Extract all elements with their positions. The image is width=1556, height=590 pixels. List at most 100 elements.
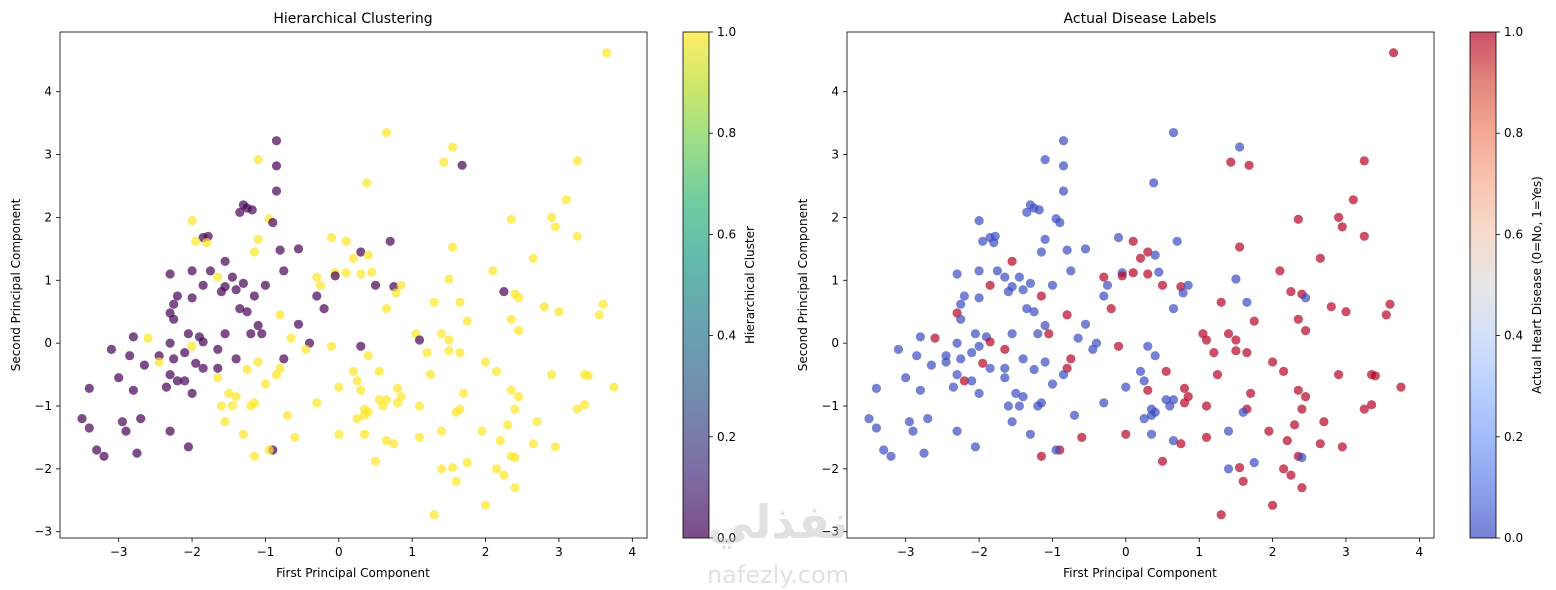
data-point (598, 299, 608, 309)
data-point (444, 346, 454, 356)
data-point (1157, 456, 1168, 466)
data-point (455, 348, 465, 358)
data-point (1139, 376, 1149, 386)
colorbar-ticks: 0.0 0.2 0.4 0.6 0.8 1.0 (1496, 25, 1523, 545)
data-point (1157, 280, 1168, 290)
data-point (1099, 398, 1109, 408)
data-point (414, 432, 425, 442)
data-point (187, 341, 197, 351)
data-point (1146, 410, 1157, 420)
data-point (462, 458, 472, 468)
colorbar-gradient (682, 31, 710, 539)
data-point (1238, 407, 1248, 417)
data-point (1209, 348, 1219, 358)
data-point (967, 348, 977, 358)
data-point (165, 426, 175, 436)
data-point (198, 280, 208, 290)
data-point (1168, 304, 1179, 314)
data-point (941, 351, 951, 361)
y-tick-label: −2 (34, 462, 52, 476)
data-point (985, 337, 995, 347)
data-point (1282, 436, 1292, 446)
colorbar-gradient (1469, 31, 1497, 539)
data-point (271, 161, 282, 171)
data-point (1168, 128, 1179, 138)
data-point (974, 293, 984, 303)
data-point (205, 266, 215, 276)
data-point (425, 370, 436, 380)
data-point (1235, 142, 1245, 152)
data-point (583, 371, 593, 381)
data-point (602, 48, 612, 58)
colorbar-tick-label: 0.6 (1504, 227, 1523, 241)
data-point (213, 272, 223, 282)
y-ticks: −3 −2 −1 0 1 2 3 4 (34, 85, 60, 539)
x-axis-label: First Principal Component (1063, 566, 1217, 580)
data-point (448, 463, 458, 473)
data-point (1062, 245, 1072, 255)
data-point (1201, 401, 1212, 411)
data-point (1018, 354, 1028, 364)
data-point (1168, 436, 1179, 446)
data-point (220, 256, 230, 266)
data-point (84, 383, 94, 393)
data-point (139, 360, 149, 370)
data-point (1264, 426, 1274, 436)
data-point (495, 436, 505, 446)
data-point (356, 341, 366, 351)
data-point (481, 357, 491, 367)
data-point (1113, 232, 1124, 243)
data-point (1073, 333, 1083, 343)
data-point (1385, 299, 1395, 309)
data-point (1293, 314, 1303, 324)
data-point (1143, 341, 1153, 351)
data-point (1036, 291, 1046, 301)
data-point (952, 338, 962, 348)
data-point (370, 280, 381, 290)
data-point (1337, 442, 1347, 452)
data-point (227, 272, 237, 282)
data-point (444, 335, 454, 345)
data-point (180, 348, 190, 358)
data-point (213, 363, 223, 373)
data-point (180, 376, 190, 386)
data-point (1003, 401, 1014, 411)
data-point (1179, 383, 1190, 393)
data-point (253, 155, 263, 165)
data-point (1290, 420, 1300, 430)
data-point (1143, 269, 1153, 279)
data-point (1178, 288, 1188, 298)
data-point (550, 442, 560, 452)
data-point (1033, 401, 1043, 411)
x-tick-label: −1 (257, 545, 275, 559)
data-point (253, 357, 263, 367)
data-point (117, 417, 127, 427)
data-point (242, 307, 252, 317)
data-point (1231, 346, 1241, 356)
data-point (268, 217, 278, 228)
data-point (381, 304, 392, 314)
data-point (359, 429, 370, 439)
data-point (169, 354, 179, 364)
data-point (187, 266, 197, 276)
data-point (893, 344, 904, 354)
data-point (363, 250, 373, 260)
y-ticks: −3 −2 −1 0 1 2 3 4 (821, 85, 847, 539)
data-point (1297, 404, 1307, 414)
y-tick-label: 2 (44, 210, 52, 224)
x-ticks: −3 −2 −1 0 1 2 3 4 (110, 538, 636, 559)
data-point (391, 288, 401, 298)
data-point (202, 238, 212, 248)
data-point (1370, 371, 1380, 381)
scatter-points (77, 48, 619, 520)
data-point (959, 376, 970, 386)
data-point (923, 414, 933, 424)
y-tick-label: −2 (821, 462, 839, 476)
x-tick-label: −3 (897, 545, 915, 559)
colorbar-tick-label: 0.4 (1504, 329, 1523, 343)
data-point (1106, 304, 1116, 314)
data-point (1242, 297, 1252, 307)
scatter-panel-hierarchical-clustering: Hierarchical Clustering First Principal … (9, 11, 757, 580)
data-point (1341, 307, 1351, 317)
